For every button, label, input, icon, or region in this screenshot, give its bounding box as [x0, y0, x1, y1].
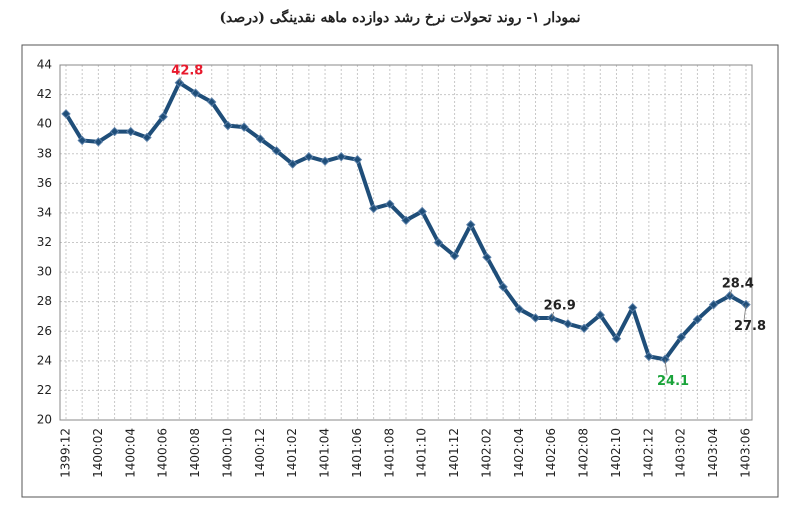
- point-marker: [368, 203, 379, 214]
- x-tick-label: 1403:06: [739, 428, 753, 478]
- x-tick-label: 1401:08: [382, 428, 396, 478]
- x-tick-label: 1401:06: [350, 428, 364, 478]
- point-marker: [207, 97, 217, 107]
- point-marker: [563, 319, 573, 329]
- data-label: 27.8: [734, 319, 766, 334]
- point-marker: [223, 120, 233, 131]
- plot-frame: [59, 64, 753, 421]
- data-label-leader: [743, 304, 747, 321]
- x-tick-label: 1400:12: [253, 428, 267, 478]
- point-marker: [77, 135, 87, 146]
- x-tick-label: 1402:06: [544, 428, 558, 478]
- y-tick-label: 34: [37, 205, 52, 219]
- chart-border: [21, 44, 779, 498]
- point-marker: [708, 299, 719, 310]
- point-marker: [530, 313, 541, 323]
- point-marker: [271, 146, 282, 156]
- point-marker: [320, 156, 330, 166]
- x-tick-label: 1402:08: [577, 428, 591, 478]
- point-marker: [239, 122, 249, 132]
- x-tick-label: 1401:04: [318, 428, 332, 478]
- x-tick-label: 1402:10: [609, 428, 623, 478]
- y-tick-label: 30: [37, 265, 52, 279]
- point-marker: [174, 78, 185, 88]
- point-marker: [466, 220, 476, 230]
- x-tick-label: 1400:10: [220, 428, 234, 478]
- x-tick-label: 1400:08: [188, 428, 202, 478]
- x-tick-label: 1400:04: [123, 428, 137, 478]
- x-tick-label: 1400:02: [91, 428, 105, 478]
- point-marker: [547, 313, 557, 323]
- point-marker: [579, 323, 589, 333]
- point-marker: [676, 332, 686, 342]
- y-tick-label: 20: [37, 413, 52, 427]
- y-tick-label: 42: [37, 87, 52, 101]
- x-tick-label: 1403:02: [674, 428, 688, 478]
- x-tick-label: 1403:04: [706, 428, 720, 478]
- point-marker: [482, 252, 492, 262]
- data-label-leader: [664, 359, 668, 376]
- point-marker: [126, 126, 136, 137]
- point-marker: [498, 282, 508, 292]
- point-marker: [611, 333, 622, 344]
- point-marker: [595, 310, 605, 320]
- x-tick-label: 1400:06: [156, 428, 170, 478]
- point-marker: [352, 154, 363, 165]
- x-tick-label: 1402:04: [512, 428, 526, 478]
- point-marker: [142, 132, 152, 143]
- point-marker: [660, 354, 670, 365]
- point-marker: [401, 215, 411, 226]
- y-tick-label: 40: [37, 117, 52, 131]
- point-marker: [514, 304, 525, 314]
- y-tick-label: 24: [37, 353, 52, 367]
- y-tick-label: 32: [37, 235, 52, 249]
- x-tick-label: 1401:02: [285, 428, 299, 478]
- data-label: 24.1: [657, 374, 689, 389]
- x-tick-label: 1399:12: [59, 428, 73, 478]
- point-marker: [158, 112, 168, 122]
- point-marker: [109, 126, 120, 137]
- point-marker: [433, 237, 444, 248]
- point-marker: [644, 351, 654, 362]
- point-marker: [61, 109, 71, 119]
- y-tick-label: 36: [37, 176, 52, 190]
- point-marker: [417, 206, 427, 217]
- x-tick-label: 1402:02: [479, 428, 493, 478]
- data-label: 42.8: [171, 63, 203, 78]
- chart-title: نمودار ۱- روند تحولات نرخ رشد دوازده ماه…: [219, 9, 580, 26]
- data-label-leader: [729, 289, 733, 296]
- x-tick-label: 1401:12: [447, 428, 461, 478]
- y-tick-label: 26: [37, 324, 52, 338]
- point-marker: [692, 314, 703, 325]
- point-marker: [336, 152, 346, 162]
- point-marker: [449, 251, 460, 261]
- x-tick-label: 1401:10: [415, 428, 429, 478]
- point-marker: [190, 88, 201, 98]
- y-tick-label: 28: [37, 294, 52, 308]
- y-tick-label: 44: [37, 58, 52, 72]
- x-tick-label: 1402:12: [641, 428, 655, 478]
- point-marker: [93, 137, 104, 147]
- y-tick-label: 38: [37, 146, 52, 160]
- point-marker: [287, 159, 298, 169]
- data-label: 28.4: [722, 276, 754, 291]
- data-label-leader: [551, 311, 555, 319]
- data-label-leader: [178, 76, 182, 83]
- point-marker: [385, 199, 395, 209]
- data-label: 26.9: [544, 298, 576, 313]
- point-marker: [304, 152, 314, 162]
- point-marker: [255, 134, 265, 144]
- point-marker: [627, 302, 638, 313]
- y-tick-label: 22: [37, 383, 52, 397]
